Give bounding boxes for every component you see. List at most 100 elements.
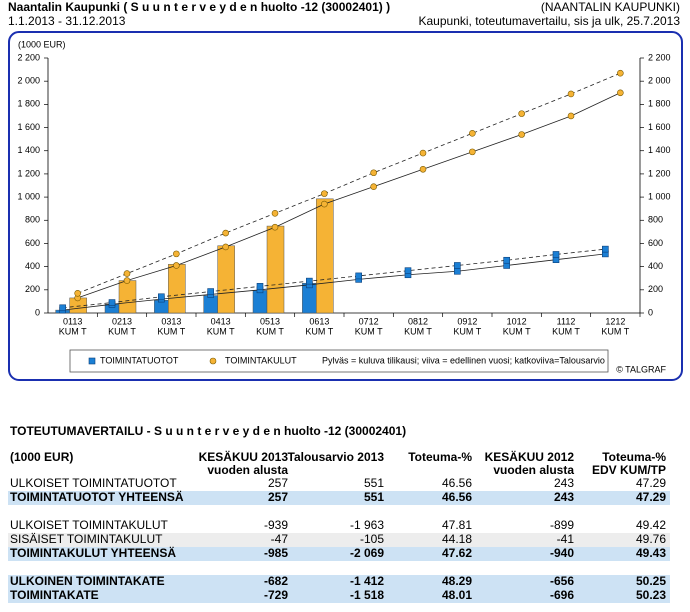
marker <box>469 130 476 137</box>
table-cell: -729 <box>264 588 288 602</box>
table-cell: -939 <box>264 518 288 532</box>
table-cell: -1 518 <box>350 588 384 602</box>
table-cell: 551 <box>364 476 384 490</box>
x-tick-label: KUM T <box>601 326 629 336</box>
marker <box>108 299 116 306</box>
table-cell: ULKOINEN TOIMINTAKATE <box>10 574 165 588</box>
previous-year-line <box>62 253 606 311</box>
bar <box>266 225 285 314</box>
y-tick-label: 800 <box>648 215 663 225</box>
table-cell: -1 412 <box>350 574 384 588</box>
marker <box>370 169 377 177</box>
table-cell: 49.42 <box>636 518 666 532</box>
table-cell: -682 <box>264 574 288 588</box>
marker <box>518 131 525 138</box>
table-cell: -105 <box>360 532 384 546</box>
marker <box>404 267 412 274</box>
period: 1.1.2013 - 31.12.2013 <box>8 14 126 28</box>
marker <box>306 277 313 285</box>
x-tick-label: 1112 <box>557 316 576 326</box>
previous-year-line <box>77 92 621 299</box>
table-cell: -696 <box>550 588 574 602</box>
x-tick-label: 0113 <box>63 316 82 326</box>
budget-line <box>62 248 606 309</box>
row-background <box>8 575 670 589</box>
table-cell: 48.01 <box>442 588 472 602</box>
marker <box>222 243 229 251</box>
x-tick-label: 0812 <box>408 316 428 326</box>
column-header: vuoden alusta <box>493 463 574 477</box>
table-cell: 50.23 <box>636 588 666 602</box>
table-cell: -656 <box>550 574 574 588</box>
marker <box>454 262 461 269</box>
y-tick-label: 2 200 <box>17 52 40 62</box>
table-cell: TOIMINTAKULUT YHTEENSÄ <box>10 545 176 560</box>
x-tick-label: 0613 <box>309 316 329 326</box>
x-tick-label: 1012 <box>507 316 527 326</box>
y-tick-label: 1 600 <box>17 122 40 132</box>
table-cell: 49.76 <box>636 532 666 546</box>
table-cell: 243 <box>554 490 574 504</box>
marker <box>173 250 180 258</box>
table-cell: 49.43 <box>636 546 666 560</box>
marker <box>617 89 624 97</box>
table-cell: 47.62 <box>442 546 472 560</box>
x-tick-label: 0712 <box>359 316 379 326</box>
row-background <box>8 491 670 505</box>
x-tick-label: KUM T <box>552 326 580 336</box>
row-background <box>8 589 670 603</box>
y-tick-label: 1 200 <box>17 168 40 178</box>
marker <box>454 267 461 275</box>
table-cell: -1 963 <box>350 518 384 532</box>
x-tick-label: KUM T <box>503 326 531 336</box>
table-cell: 44.18 <box>442 532 472 546</box>
table-cell: 47.81 <box>442 518 472 532</box>
marker <box>567 112 575 120</box>
marker <box>321 200 328 208</box>
marker <box>74 289 81 297</box>
marker <box>419 149 427 157</box>
legend-label: TOIMINTATUOTOT <box>100 355 179 365</box>
y-tick-label: 1 000 <box>648 191 671 201</box>
table-cell: TOIMINTAKATE <box>10 588 99 602</box>
table-cell: TOIMINTATUOTOT YHTEENSÄ <box>10 489 184 504</box>
column-header: Toteuma-% <box>408 450 472 464</box>
bar <box>203 295 218 314</box>
report-title: Naantalin Kaupunki ( S u u n t e r v e y… <box>8 0 390 14</box>
table-cell: SISÄISET TOIMINTAKULUT <box>10 532 163 546</box>
y-tick-label: 400 <box>648 261 663 271</box>
table-cell: 551 <box>364 490 384 504</box>
y-tick-label: 1 800 <box>648 99 671 109</box>
table-cell: ULKOISET TOIMINTAKULUT <box>10 518 168 532</box>
legend-label: TOIMINTAKULUT <box>225 355 297 365</box>
x-tick-label: 0413 <box>211 316 231 326</box>
table-cell: -985 <box>264 546 288 560</box>
bar <box>118 280 137 314</box>
credit: © TALGRAF <box>616 364 666 374</box>
bar <box>252 290 268 314</box>
x-tick-label: KUM T <box>453 326 481 336</box>
y-tick-label: 600 <box>25 238 40 248</box>
marker <box>469 148 476 156</box>
table-cell: 48.29 <box>442 574 472 588</box>
table-cell: -41 <box>557 532 575 546</box>
y-tick-label: 1 200 <box>648 168 671 178</box>
bar <box>168 264 186 314</box>
y-tick-label: 1 600 <box>648 122 671 132</box>
y-tick-label: 1 000 <box>17 191 40 201</box>
y-tick-label: 0 <box>35 307 40 317</box>
table-cell: -47 <box>271 532 289 546</box>
bar <box>217 245 235 314</box>
column-header: EDV KUM/TP <box>592 463 666 477</box>
table-cell: ULKOISET TOIMINTATUOTOT <box>10 476 177 490</box>
chart-frame <box>8 31 683 381</box>
column-header: KESÄKUU 2012 <box>485 449 575 464</box>
x-tick-label: KUM T <box>108 326 136 336</box>
x-tick-label: 1212 <box>605 316 625 326</box>
marker <box>602 245 609 253</box>
column-header: vuoden alusta <box>207 463 288 477</box>
y-tick-label: 800 <box>25 215 40 225</box>
table-cell: -940 <box>550 546 574 560</box>
marker <box>271 210 279 217</box>
